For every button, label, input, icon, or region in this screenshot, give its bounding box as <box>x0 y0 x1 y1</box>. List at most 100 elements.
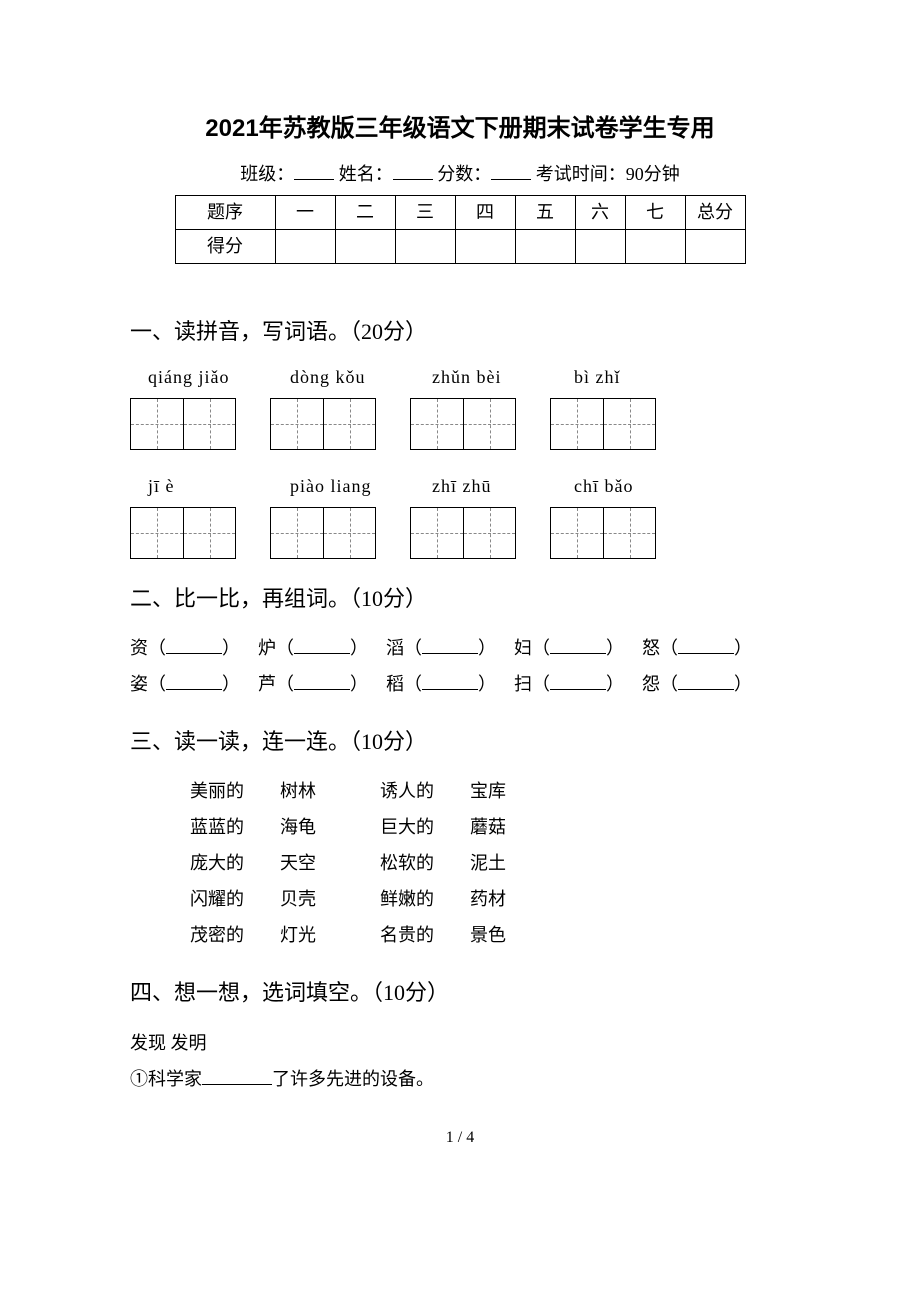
section4-body: 发现 发明 ①科学家 了许多先进的设备。 <box>130 1025 790 1097</box>
col-1: 一 <box>275 196 335 230</box>
score-header-row: 题序 一 二 三 四 五 六 七 总分 <box>175 196 745 230</box>
match-b1: 松软的 <box>380 845 470 881</box>
char-box-pair[interactable] <box>270 398 376 450</box>
char-box-pair[interactable] <box>130 398 236 450</box>
word-char: 稻 <box>386 666 404 702</box>
match-b2: 景色 <box>470 917 550 953</box>
pinyin-item: bì zhǐ <box>574 363 682 392</box>
char-box-pair[interactable] <box>410 398 516 450</box>
boxes-row-1 <box>130 398 790 450</box>
score-cell[interactable] <box>335 230 395 264</box>
score-cell[interactable] <box>455 230 515 264</box>
word-char: 资 <box>130 630 148 666</box>
score-cell[interactable] <box>685 230 745 264</box>
match-a2: 海龟 <box>280 809 380 845</box>
score-blank[interactable] <box>491 162 531 180</box>
pinyin-item: zhī zhū <box>432 472 540 501</box>
fill-blank[interactable] <box>166 636 222 654</box>
class-blank[interactable] <box>294 162 334 180</box>
fill-blank[interactable] <box>422 636 478 654</box>
char-box-pair[interactable] <box>550 507 656 559</box>
fill-blank[interactable] <box>678 636 734 654</box>
word-char: 怨 <box>642 666 660 702</box>
score-value-row: 得分 <box>175 230 745 264</box>
match-b1: 鲜嫩的 <box>380 881 470 917</box>
exam-title: 2021年苏教版三年级语文下册期末试卷学生专用 <box>130 110 790 148</box>
word-char: 炉 <box>258 630 276 666</box>
score-cell[interactable] <box>575 230 625 264</box>
boxes-row-2 <box>130 507 790 559</box>
match-b2: 药材 <box>470 881 550 917</box>
match-a2: 灯光 <box>280 917 380 953</box>
char-box-pair[interactable] <box>410 507 516 559</box>
fill-blank[interactable] <box>550 672 606 690</box>
pinyin-row-2: jī è piào liang zhī zhū chī bǎo <box>148 472 790 501</box>
name-blank[interactable] <box>393 162 433 180</box>
fill-blank[interactable] <box>678 672 734 690</box>
score-cell[interactable] <box>515 230 575 264</box>
fill-blank[interactable] <box>166 672 222 690</box>
fill-blank[interactable] <box>294 672 350 690</box>
fill-blank[interactable] <box>202 1067 272 1085</box>
fill-blank[interactable] <box>422 672 478 690</box>
match-grid: 美丽的 树林 诱人的 宝库 蓝蓝的 海龟 巨大的 蘑菇 庞大的 天空 松软的 泥… <box>190 773 790 953</box>
char-box-pair[interactable] <box>130 507 236 559</box>
time-label: 考试时间：90分钟 <box>536 164 680 184</box>
score-table: 题序 一 二 三 四 五 六 七 总分 得分 <box>175 195 746 264</box>
q4-line1: ①科学家 了许多先进的设备。 <box>130 1061 790 1097</box>
word-row-2: 姿（） 芦（） 稻（） 扫（） 怨（） <box>130 666 790 702</box>
word-char: 妇 <box>514 630 532 666</box>
fill-blank[interactable] <box>294 636 350 654</box>
word-char: 扫 <box>514 666 532 702</box>
col-2: 二 <box>335 196 395 230</box>
match-b1: 诱人的 <box>380 773 470 809</box>
score-cell[interactable] <box>275 230 335 264</box>
pinyin-item: qiáng jiǎo <box>148 363 256 392</box>
match-a2: 树林 <box>280 773 380 809</box>
match-b2: 泥土 <box>470 845 550 881</box>
match-a1: 庞大的 <box>190 845 280 881</box>
match-row: 茂密的 灯光 名贵的 景色 <box>190 917 790 953</box>
pinyin-item: dòng kǒu <box>290 363 398 392</box>
word-char: 怒 <box>642 630 660 666</box>
score-cell[interactable] <box>625 230 685 264</box>
header-label-cell: 题序 <box>175 196 275 230</box>
match-row: 美丽的 树林 诱人的 宝库 <box>190 773 790 809</box>
match-b2: 宝库 <box>470 773 550 809</box>
section1-heading: 一、读拼音，写词语。（20分） <box>130 314 790 349</box>
match-row: 闪耀的 贝壳 鲜嫩的 药材 <box>190 881 790 917</box>
pinyin-item: piào liang <box>290 472 398 501</box>
word-char: 姿 <box>130 666 148 702</box>
score-cell[interactable] <box>395 230 455 264</box>
col-3: 三 <box>395 196 455 230</box>
match-a1: 茂密的 <box>190 917 280 953</box>
col-7: 七 <box>625 196 685 230</box>
pinyin-row-1: qiáng jiǎo dòng kǒu zhǔn bèi bì zhǐ <box>148 363 790 392</box>
match-row: 蓝蓝的 海龟 巨大的 蘑菇 <box>190 809 790 845</box>
match-row: 庞大的 天空 松软的 泥土 <box>190 845 790 881</box>
pinyin-item: jī è <box>148 472 256 501</box>
meta-line: 班级： 姓名： 分数： 考试时间：90分钟 <box>130 160 790 189</box>
section3-heading: 三、读一读，连一连。（10分） <box>130 724 790 759</box>
col-total: 总分 <box>685 196 745 230</box>
q4-suffix: 了许多先进的设备。 <box>272 1069 434 1089</box>
word-bank: 发现 发明 <box>130 1025 790 1061</box>
char-box-pair[interactable] <box>270 507 376 559</box>
row2-label-cell: 得分 <box>175 230 275 264</box>
match-a2: 天空 <box>280 845 380 881</box>
pinyin-item: zhǔn bèi <box>432 363 540 392</box>
q4-prefix: ①科学家 <box>130 1069 202 1089</box>
word-row-1: 资（） 炉（） 滔（） 妇（） 怒（） <box>130 630 790 666</box>
col-5: 五 <box>515 196 575 230</box>
word-char: 芦 <box>258 666 276 702</box>
match-a2: 贝壳 <box>280 881 380 917</box>
match-b1: 巨大的 <box>380 809 470 845</box>
match-b1: 名贵的 <box>380 917 470 953</box>
col-4: 四 <box>455 196 515 230</box>
section2-heading: 二、比一比，再组词。（10分） <box>130 581 790 616</box>
class-label: 班级： <box>240 164 294 184</box>
col-6: 六 <box>575 196 625 230</box>
match-a1: 美丽的 <box>190 773 280 809</box>
char-box-pair[interactable] <box>550 398 656 450</box>
fill-blank[interactable] <box>550 636 606 654</box>
